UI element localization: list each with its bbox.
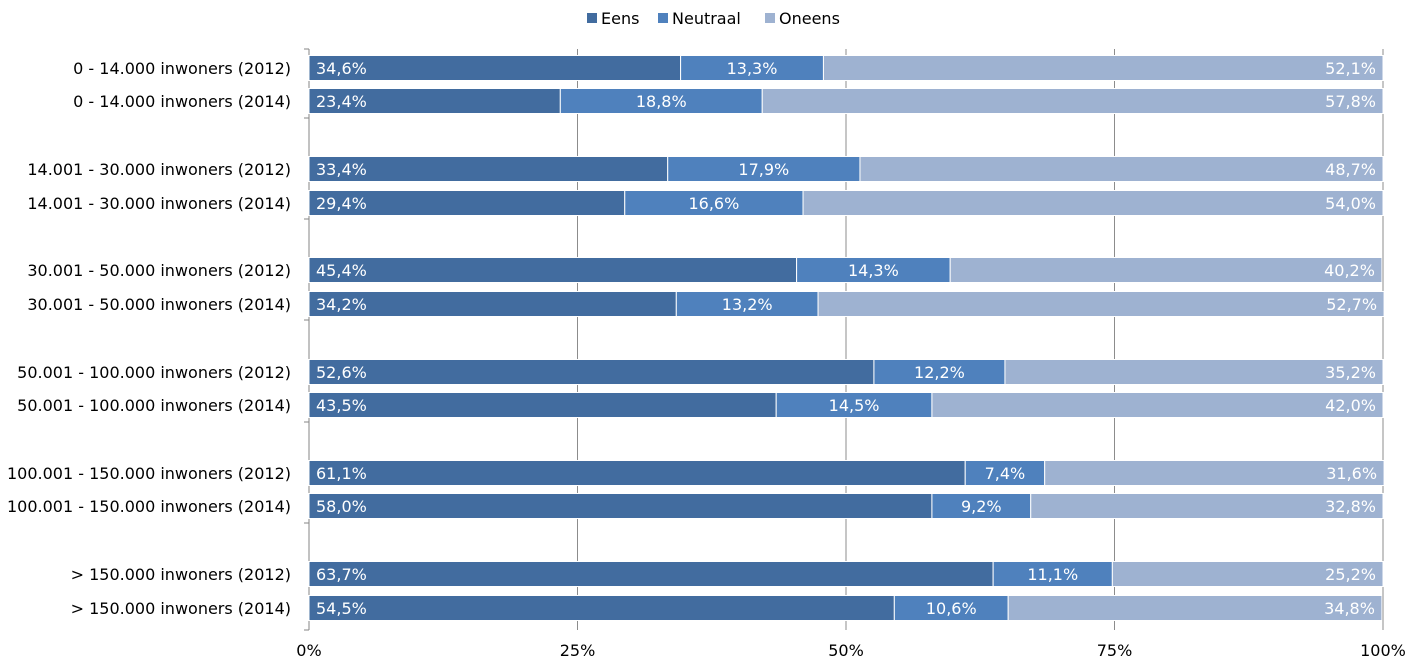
- data-label-eens-5: 45,4%: [316, 261, 367, 280]
- x-tick-label-100: 100%: [1360, 641, 1406, 657]
- bar-oneens-9: [1044, 460, 1385, 486]
- bar-neutraal-8: [775, 392, 933, 418]
- data-label-neutraal-12: 10,6%: [926, 599, 977, 618]
- bar-oneens-12: [1007, 595, 1383, 621]
- data-label-neutraal-9: 7,4%: [985, 464, 1026, 483]
- data-label-oneens-11: 25,2%: [1325, 565, 1376, 584]
- bar-oneens-5: [949, 257, 1383, 283]
- bar-oneens-2: [761, 88, 1384, 114]
- category-label-11: > 150.000 inwoners (2012): [71, 565, 291, 584]
- data-label-oneens-12: 34,8%: [1324, 599, 1375, 618]
- data-label-oneens-3: 48,7%: [1325, 160, 1376, 179]
- category-label-3: 14.001 - 30.000 inwoners (2012): [27, 160, 291, 179]
- bar-eens-5: [308, 257, 798, 283]
- bar-eens-7: [308, 359, 875, 385]
- bar-eens-8: [308, 392, 777, 418]
- data-label-neutraal-2: 18,8%: [636, 92, 687, 111]
- legend-swatch-neutraal: [658, 13, 668, 23]
- bar-neutraal-2: [559, 88, 763, 114]
- data-label-neutraal-6: 13,2%: [722, 295, 773, 314]
- x-tick-label-50: 50%: [828, 641, 864, 657]
- category-label-10: 100.001 - 150.000 inwoners (2014): [7, 497, 291, 516]
- legend-label-eens: Eens: [601, 9, 639, 28]
- data-label-oneens-1: 52,1%: [1325, 59, 1376, 78]
- data-label-neutraal-11: 11,1%: [1027, 565, 1078, 584]
- bar-neutraal-12: [893, 595, 1009, 621]
- data-label-neutraal-8: 14,5%: [829, 396, 880, 415]
- data-label-eens-10: 58,0%: [316, 497, 367, 516]
- data-label-oneens-8: 42,0%: [1325, 396, 1376, 415]
- bars-group: 34,6% 13,3% 52,1% 23,4% 18,8% 57,8% 33,4% 17,9%…: [308, 55, 1385, 621]
- bar-eens-4: [308, 190, 626, 216]
- category-label-12: > 150.000 inwoners (2014): [71, 599, 291, 618]
- bar-oneens-6: [817, 291, 1385, 317]
- bar-neutraal-5: [796, 257, 951, 283]
- x-axis-tick-labels: 0% 25% 50% 75% 100%: [296, 641, 1406, 657]
- bar-neutraal-3: [667, 156, 861, 182]
- data-label-oneens-6: 52,7%: [1326, 295, 1377, 314]
- bar-eens-3: [308, 156, 669, 182]
- data-label-neutraal-4: 16,6%: [688, 194, 739, 213]
- data-label-neutraal-3: 17,9%: [738, 160, 789, 179]
- legend: Eens Neutraal Oneens: [587, 9, 840, 28]
- data-label-eens-12: 54,5%: [316, 599, 367, 618]
- category-label-4: 14.001 - 30.000 inwoners (2014): [27, 194, 291, 213]
- data-label-eens-3: 33,4%: [316, 160, 367, 179]
- category-labels: 0 - 14.000 inwoners (2012) 0 - 14.000 inw…: [7, 59, 291, 618]
- data-label-eens-9: 61,1%: [316, 464, 367, 483]
- gridlines: [304, 48, 1384, 631]
- bar-eens-10: [308, 493, 933, 519]
- data-label-eens-11: 63,7%: [316, 565, 367, 584]
- category-label-1: 0 - 14.000 inwoners (2012): [73, 59, 291, 78]
- x-tick-label-25: 25%: [560, 641, 596, 657]
- data-label-oneens-4: 54,0%: [1325, 194, 1376, 213]
- data-label-eens-7: 52,6%: [316, 363, 367, 382]
- data-label-eens-6: 34,2%: [316, 295, 367, 314]
- data-label-oneens-5: 40,2%: [1324, 261, 1375, 280]
- bar-oneens-8: [931, 392, 1384, 418]
- bar-eens-1: [308, 55, 682, 81]
- bar-oneens-7: [1004, 359, 1384, 385]
- bar-eens-6: [308, 291, 677, 317]
- bar-oneens-3: [859, 156, 1384, 182]
- category-label-6: 30.001 - 50.000 inwoners (2014): [27, 295, 291, 314]
- bar-neutraal-9: [964, 460, 1046, 486]
- category-label-2: 0 - 14.000 inwoners (2014): [73, 92, 291, 111]
- category-label-9: 100.001 - 150.000 inwoners (2012): [7, 464, 291, 483]
- bar-neutraal-10: [931, 493, 1032, 519]
- legend-label-neutraal: Neutraal: [672, 9, 741, 28]
- data-label-neutraal-1: 13,3%: [727, 59, 778, 78]
- data-label-eens-2: 23,4%: [316, 92, 367, 111]
- data-label-eens-1: 34,6%: [316, 59, 367, 78]
- bar-oneens-10: [1030, 493, 1384, 519]
- data-label-oneens-2: 57,8%: [1325, 92, 1376, 111]
- x-tick-label-0: 0%: [296, 641, 321, 657]
- bar-eens-9: [308, 460, 966, 486]
- category-label-5: 30.001 - 50.000 inwoners (2012): [27, 261, 291, 280]
- bar-neutraal-6: [675, 291, 819, 317]
- data-label-neutraal-5: 14,3%: [848, 261, 899, 280]
- legend-swatch-oneens: [765, 13, 775, 23]
- data-label-eens-8: 43,5%: [316, 396, 367, 415]
- bar-eens-11: [308, 561, 994, 587]
- bar-neutraal-1: [680, 55, 824, 81]
- data-label-oneens-10: 32,8%: [1325, 497, 1376, 516]
- bar-oneens-11: [1111, 561, 1384, 587]
- bar-eens-12: [308, 595, 895, 621]
- data-label-neutraal-10: 9,2%: [961, 497, 1002, 516]
- data-label-oneens-7: 35,2%: [1325, 363, 1376, 382]
- category-label-7: 50.001 - 100.000 inwoners (2012): [17, 363, 291, 382]
- bar-eens-2: [308, 88, 561, 114]
- bar-oneens-1: [822, 55, 1384, 81]
- data-label-neutraal-7: 12,2%: [914, 363, 965, 382]
- category-label-8: 50.001 - 100.000 inwoners (2014): [17, 396, 291, 415]
- legend-label-oneens: Oneens: [779, 9, 840, 28]
- bar-oneens-4: [802, 190, 1384, 216]
- data-label-oneens-9: 31,6%: [1326, 464, 1377, 483]
- legend-swatch-eens: [587, 13, 597, 23]
- data-label-eens-4: 29,4%: [316, 194, 367, 213]
- x-tick-label-75: 75%: [1097, 641, 1133, 657]
